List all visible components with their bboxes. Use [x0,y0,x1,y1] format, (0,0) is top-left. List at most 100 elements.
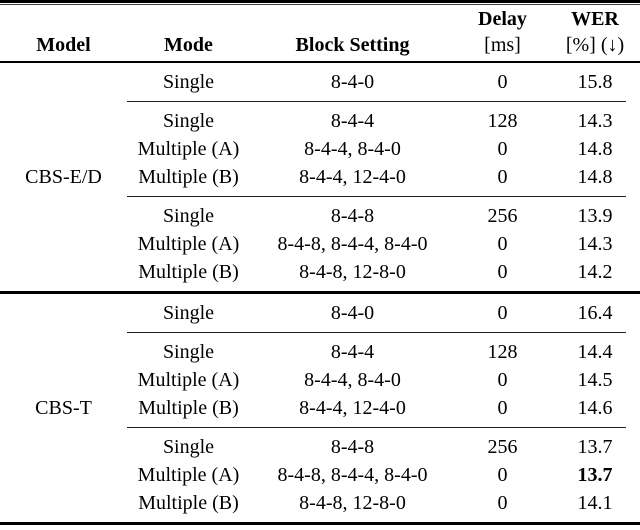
wer-cell: 14.4 [577,341,613,363]
subgroup-separator [127,101,626,102]
block-setting-cell: 8-4-4, 8-4-0 [304,138,401,160]
delay-cell: 0 [497,71,508,93]
block-setting-cell: 8-4-8, 8-4-4, 8-4-0 [277,464,428,486]
delay-cell: 0 [497,397,508,419]
delay-cell: 128 [487,110,518,132]
delay-cell: 0 [497,261,508,283]
bottom-rule [0,522,640,525]
block-setting-cell: 8-4-8, 12-8-0 [299,492,406,514]
wer-cell: 13.7 [577,436,613,458]
block-setting-cell: 8-4-0 [330,302,375,324]
delay-header-unit: [ms] [484,34,521,56]
table-row: Multiple (B) 8-4-8, 12-8-0 0 14.2 [127,258,640,286]
table-row: Multiple (B) 8-4-8, 12-8-0 0 14.1 [127,489,640,517]
group-rows-cbs-ed: Single 8-4-0 0 15.8 Single 8-4-4 128 14.… [127,63,640,291]
table-header: Model Mode Block Setting Delay [ms] WER … [0,5,640,63]
table-row: Single 8-4-4 128 14.4 [127,338,640,366]
block-setting-cell: 8-4-4, 8-4-0 [304,369,401,391]
delay-cell: 0 [497,369,508,391]
wer-cell: 14.5 [577,369,613,391]
block-setting-cell: 8-4-4 [330,341,375,363]
model-label-cbs-t: CBS-T [35,396,92,419]
wer-cell: 14.3 [577,110,613,132]
table-row: Single 8-4-0 0 15.8 [127,68,640,96]
table-row: Multiple (A) 8-4-8, 8-4-4, 8-4-0 0 14.3 [127,230,640,258]
wer-cell: 14.1 [577,492,613,514]
model-label-cbs-ed: CBS-E/D [25,165,102,188]
mode-cell: Single [162,71,215,93]
table-row: Multiple (A) 8-4-4, 8-4-0 0 14.8 [127,135,640,163]
mode-cell: Multiple (B) [138,492,239,514]
column-header-block-setting: Block Setting [250,5,455,61]
delay-cell: 0 [497,464,508,486]
table-row: Multiple (B) 8-4-4, 12-4-0 0 14.8 [127,163,640,191]
table-row: Multiple (A) 8-4-8, 8-4-4, 8-4-0 0 13.7 [127,461,640,489]
table-row: Multiple (A) 8-4-4, 8-4-0 0 14.5 [127,366,640,394]
block-setting-cell: 8-4-4, 12-4-0 [299,166,406,188]
delay-cell: 0 [497,138,508,160]
delay-header-label: Delay [478,8,527,30]
delay-cell: 256 [487,436,518,458]
subgroup-separator [127,427,626,428]
block-setting-cell: 8-4-4 [330,110,375,132]
top-rule-thick [0,0,640,3]
delay-cell: 0 [497,166,508,188]
wer-cell: 14.8 [577,138,613,160]
wer-header-label: WER [571,8,619,30]
group-separator [0,291,640,294]
subgroup-block-4: Single 8-4-4 128 14.4 Multiple (A) 8-4-4… [127,333,640,427]
model-header-label: Model [36,34,91,56]
wer-header-unit: [%] (↓) [565,34,625,56]
block-setting-header-label: Block Setting [295,34,410,56]
mode-cell: Multiple (A) [137,369,240,391]
wer-cell: 14.3 [577,233,613,255]
wer-cell: 14.2 [577,261,613,283]
mode-cell: Single [162,302,215,324]
mode-cell: Single [162,341,215,363]
column-header-wer: WER [%] (↓) [550,5,640,61]
delay-cell: 0 [497,492,508,514]
mode-cell: Multiple (B) [138,397,239,419]
wer-cell: 14.6 [577,397,613,419]
table-row: Single 8-4-0 0 16.4 [127,299,640,327]
group-rows-cbs-t: Single 8-4-0 0 16.4 Single 8-4-4 128 14.… [127,294,640,522]
block-setting-cell: 8-4-8, 12-8-0 [299,261,406,283]
wer-cell: 14.8 [577,166,613,188]
block-setting-cell: 8-4-8 [330,436,375,458]
delay-cell: 128 [487,341,518,363]
table-row: Multiple (B) 8-4-4, 12-4-0 0 14.6 [127,394,640,422]
wer-cell: 13.9 [577,205,613,227]
table-row: Single 8-4-4 128 14.3 [127,107,640,135]
table-row: Single 8-4-8 256 13.9 [127,202,640,230]
column-header-delay: Delay [ms] [455,5,550,61]
subgroup-block-4: Single 8-4-4 128 14.3 Multiple (A) 8-4-4… [127,102,640,196]
subgroup-block-8: Single 8-4-8 256 13.9 Multiple (A) 8-4-8… [127,197,640,291]
mode-cell: Single [162,110,215,132]
mode-header-label: Mode [164,34,213,56]
block-setting-cell: 8-4-4, 12-4-0 [299,397,406,419]
block-setting-cell: 8-4-0 [330,71,375,93]
wer-cell: 16.4 [577,302,613,324]
mode-cell: Multiple (A) [137,233,240,255]
block-setting-cell: 8-4-8 [330,205,375,227]
mode-cell: Single [162,436,215,458]
delay-cell: 0 [497,233,508,255]
column-header-model: Model [0,5,127,61]
mode-cell: Single [162,205,215,227]
subgroup-baseline: Single 8-4-0 0 15.8 [127,63,640,101]
mode-cell: Multiple (B) [138,261,239,283]
block-setting-cell: 8-4-8, 8-4-4, 8-4-0 [277,233,428,255]
mode-cell: Multiple (B) [138,166,239,188]
model-group-cbs-t: CBS-T Single 8-4-0 0 16.4 Single 8-4-4 1… [0,294,640,522]
table-row: Single 8-4-8 256 13.7 [127,433,640,461]
mode-cell: Multiple (A) [137,138,240,160]
subgroup-baseline: Single 8-4-0 0 16.4 [127,294,640,332]
subgroup-separator [127,332,626,333]
wer-cell-best: 13.7 [577,464,613,486]
mode-cell: Multiple (A) [137,464,240,486]
subgroup-separator [127,196,626,197]
delay-cell: 0 [497,302,508,324]
wer-cell: 15.8 [577,71,613,93]
delay-cell: 256 [487,205,518,227]
